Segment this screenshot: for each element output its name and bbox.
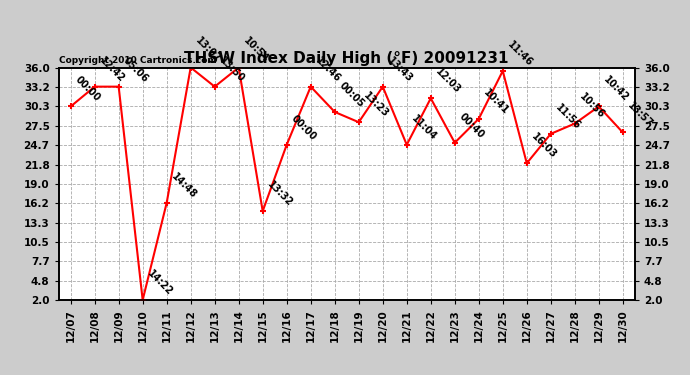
Text: 12:03: 12:03 <box>433 66 462 96</box>
Text: 10:54: 10:54 <box>241 36 270 65</box>
Text: 12:46: 12:46 <box>313 55 342 84</box>
Text: 00:00: 00:00 <box>290 113 319 142</box>
Text: 13:43: 13:43 <box>386 55 415 84</box>
Text: 14:22: 14:22 <box>146 268 175 297</box>
Text: 13:32: 13:32 <box>266 179 295 209</box>
Text: 13:50: 13:50 <box>217 55 246 84</box>
Text: 12:42: 12:42 <box>97 55 126 84</box>
Text: 14:48: 14:48 <box>170 171 199 200</box>
Text: Copyright 2010 Cartronics.com: Copyright 2010 Cartronics.com <box>59 56 217 65</box>
Text: 13:57: 13:57 <box>626 101 655 130</box>
Text: 11:46: 11:46 <box>506 39 535 68</box>
Text: 16:03: 16:03 <box>529 132 558 160</box>
Text: 11:04: 11:04 <box>410 113 439 142</box>
Title: THSW Index Daily High (°F) 20091231: THSW Index Daily High (°F) 20091231 <box>184 51 509 66</box>
Text: 10:41: 10:41 <box>482 87 511 116</box>
Text: 05:06: 05:06 <box>121 55 150 84</box>
Text: 11:56: 11:56 <box>553 102 582 131</box>
Text: 00:05: 00:05 <box>337 80 366 109</box>
Text: 10:42: 10:42 <box>602 75 631 104</box>
Text: 00:00: 00:00 <box>73 75 102 104</box>
Text: 00:40: 00:40 <box>457 111 486 140</box>
Text: 13:07: 13:07 <box>193 36 222 65</box>
Text: 13:23: 13:23 <box>362 90 391 119</box>
Text: 10:56: 10:56 <box>578 92 607 121</box>
